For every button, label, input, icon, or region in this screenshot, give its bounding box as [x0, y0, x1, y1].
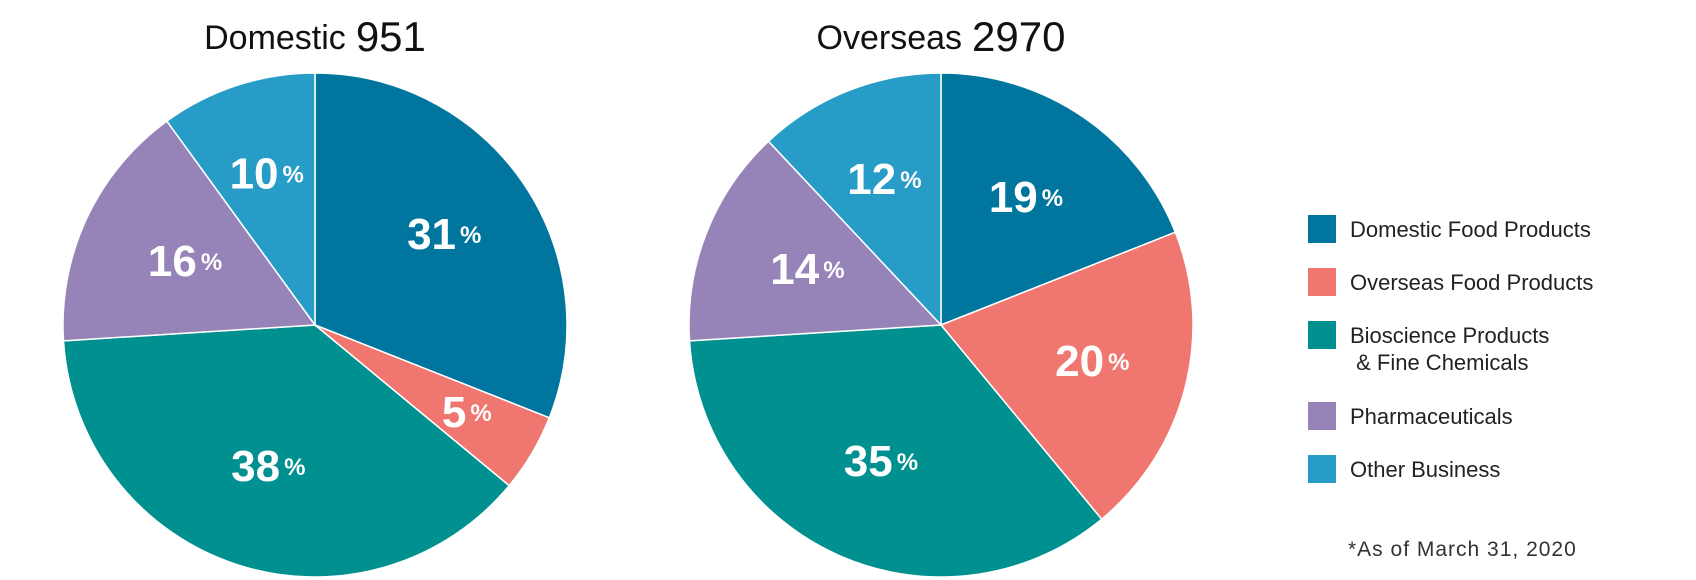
legend-label: Other Business	[1350, 457, 1500, 482]
footnote: *As of March 31, 2020	[1348, 538, 1577, 561]
slice-unit: %	[201, 249, 222, 276]
slice-label: 38%	[231, 441, 305, 490]
legend-label: Overseas Food Products	[1350, 270, 1593, 295]
pie-slice-overseas-food-products	[939, 231, 1194, 521]
chart-title-total: 2970	[972, 13, 1065, 60]
slice-value: 19	[989, 173, 1038, 222]
slice-unit: %	[1108, 349, 1129, 376]
pie-slice-bioscience-products-and-fine-chemicals	[688, 324, 1103, 578]
pie-slice-pharmaceuticals	[688, 140, 943, 342]
legend-item-bioscience-products-and-fine-chemicals: Bioscience Products & Fine Chemicals	[1308, 321, 1549, 375]
slice-unit: %	[823, 257, 844, 284]
chart-title-label: Domestic	[204, 19, 346, 57]
chart-title: Overseas 2970	[817, 13, 1066, 60]
slice-label: 31%	[407, 210, 481, 259]
legend: Domestic Food Products Overseas Food Prod…	[1308, 215, 1593, 483]
legend-label: Domestic Food Products	[1350, 217, 1591, 242]
slice-unit: %	[900, 167, 921, 194]
slice-label: 5%	[442, 387, 492, 436]
legend-swatch	[1308, 268, 1336, 296]
slice-value: 35	[844, 436, 893, 485]
legend-swatch	[1308, 402, 1336, 430]
slice-label: 16%	[148, 236, 222, 285]
slice-value: 31	[407, 210, 456, 259]
slice-value: 16	[148, 236, 197, 285]
slice-label: 20%	[1055, 336, 1129, 385]
pie-slice-pharmaceuticals	[62, 120, 317, 342]
slice-label: 14%	[770, 245, 844, 294]
legend-swatch	[1308, 321, 1336, 349]
legend-swatch	[1308, 455, 1336, 483]
legend-label: & Fine Chemicals	[1350, 350, 1529, 375]
slice-label: 10%	[230, 149, 304, 198]
slice-value: 20	[1055, 336, 1104, 385]
pie-slice-other-business	[767, 72, 942, 327]
legend-item-overseas-food-products: Overseas Food Products	[1308, 268, 1593, 296]
pie-slice-domestic-food-products	[940, 72, 1177, 327]
slice-unit: %	[284, 454, 305, 481]
slice-unit: %	[460, 223, 481, 250]
slice-value: 5	[442, 387, 466, 436]
legend-item-domestic-food-products: Domestic Food Products	[1308, 215, 1591, 243]
slice-label: 12%	[847, 155, 921, 204]
legend-label: Bioscience Products	[1350, 323, 1549, 348]
slice-value: 10	[230, 149, 279, 198]
legend-item-other-business: Other Business	[1308, 455, 1500, 483]
chart-title-total: 951	[356, 13, 426, 60]
slice-unit: %	[470, 400, 491, 427]
legend-label: Pharmaceuticals	[1350, 404, 1513, 429]
pie-slice-other-business	[165, 72, 316, 328]
slice-unit: %	[1042, 185, 1063, 212]
chart-title: Domestic 951	[204, 13, 426, 60]
slice-unit: %	[283, 162, 304, 189]
slice-value: 14	[770, 245, 819, 294]
slice-label: 35%	[844, 436, 918, 485]
slice-unit: %	[897, 449, 918, 476]
slice-value: 12	[847, 155, 896, 204]
legend-item-pharmaceuticals: Pharmaceuticals	[1308, 402, 1513, 430]
slice-value: 38	[231, 441, 280, 490]
legend-swatch	[1308, 215, 1336, 243]
chart-title-label: Overseas	[817, 19, 963, 57]
pie-slice-bioscience-products-and-fine-chemicals	[62, 324, 511, 578]
pie-slice-domestic-food-products	[314, 72, 568, 419]
slice-label: 19%	[989, 173, 1063, 222]
